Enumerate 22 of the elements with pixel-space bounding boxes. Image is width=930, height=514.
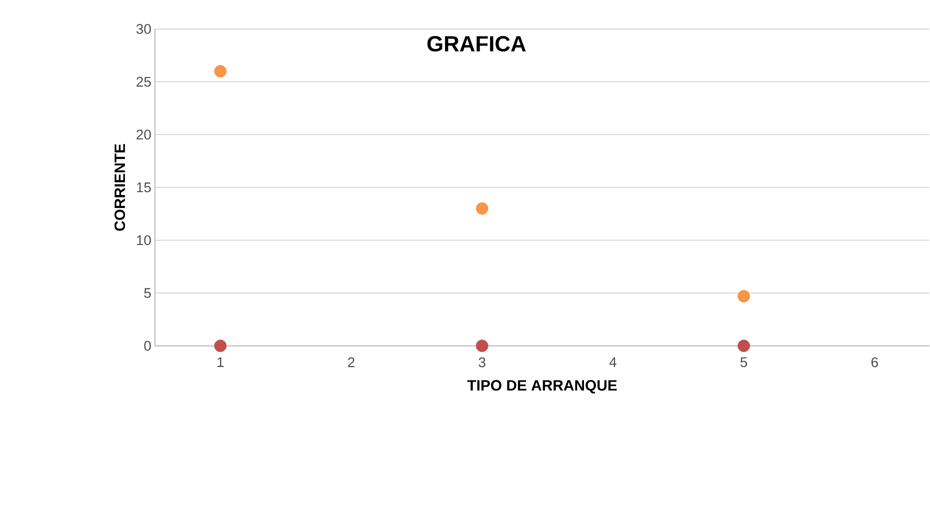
point xyxy=(476,340,488,352)
y-tick-label: 10 xyxy=(136,235,151,246)
point xyxy=(738,340,750,352)
x-tick-label: 6 xyxy=(871,357,878,368)
y-tick-label: 25 xyxy=(136,76,151,87)
y-tick-label: 20 xyxy=(136,130,151,140)
x-tick-label: 1 xyxy=(218,357,224,368)
point xyxy=(214,65,227,78)
x-tick-label: 3 xyxy=(478,357,486,368)
y-tick-label: 15 xyxy=(136,182,151,192)
x-tick-label: 2 xyxy=(348,357,354,368)
point xyxy=(738,290,750,302)
x-tick-label: 5 xyxy=(740,357,748,368)
x-axis-title: TIPO DE ARRANQUE xyxy=(467,380,617,394)
y-tick-label: 0 xyxy=(144,341,151,351)
y-tick-label: 30 xyxy=(136,24,151,34)
point xyxy=(214,340,227,352)
x-tick-label: 4 xyxy=(609,357,616,368)
y-axis-title: CORRIENTE xyxy=(114,144,126,231)
y-tick-label: 5 xyxy=(144,288,151,298)
chart-title: GRAFICA xyxy=(427,36,526,52)
point xyxy=(476,202,488,215)
